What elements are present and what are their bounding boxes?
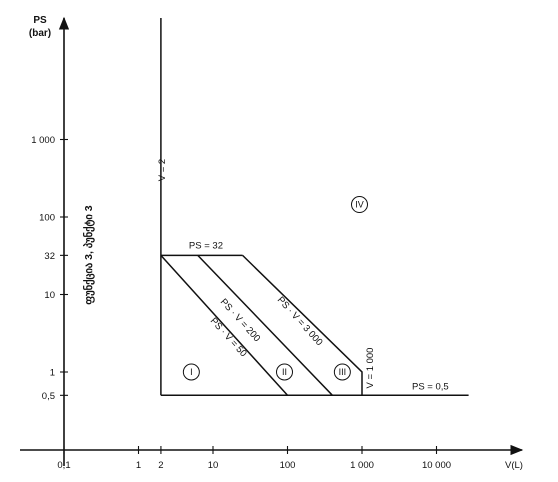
region-i-marker: I xyxy=(182,363,200,381)
x-tick-label: 10 000 xyxy=(422,460,451,471)
region-iv-label: IV xyxy=(355,200,364,210)
x-tick-label: 10 xyxy=(208,460,219,471)
label-ps-32: PS = 32 xyxy=(189,240,223,251)
label-psv-3000: PS · V = 3 000 xyxy=(275,295,325,348)
y-tick-label: 32 xyxy=(44,251,55,262)
y-tick-label: 1 000 xyxy=(31,135,55,146)
y-axis-unit: (bar) xyxy=(29,28,51,39)
y-tick-label: 100 xyxy=(39,213,55,224)
x-tick-label: 2 xyxy=(158,460,163,471)
region-iv-marker: IV xyxy=(351,196,368,214)
label-ps-0-5: PS = 0,5 xyxy=(412,381,449,392)
x-axis-title: V(L) xyxy=(505,460,523,471)
boundary-psv-200 xyxy=(197,254,333,396)
boundaries xyxy=(160,18,469,397)
x-tick-label: 100 xyxy=(280,460,296,471)
label-v-1000: V = 1 000 xyxy=(365,348,376,389)
y-tick-label: 10 xyxy=(44,290,55,301)
y-tick-label: 0,5 xyxy=(42,391,55,402)
x-tick-label: 0,1 xyxy=(57,460,70,471)
x-tick-label: 1 xyxy=(136,460,141,471)
side-annotation: ფუნქცია 3, პუნქტი 3 xyxy=(82,205,95,304)
y-axis-title: PS xyxy=(33,15,47,26)
x-ticks: 0,1 1 2 10 100 1 000 10 000 xyxy=(57,446,451,471)
region-iii-marker: III xyxy=(333,363,351,381)
region-ii-marker: II xyxy=(276,363,293,381)
x-tick-label: 1 000 xyxy=(350,460,374,471)
y-tick-label: 1 xyxy=(50,368,55,379)
boundary-psv-3000 xyxy=(242,254,363,396)
region-i-label: I xyxy=(190,367,193,377)
label-v-2: V = 2 xyxy=(157,159,168,181)
y-ticks: 0,5 1 10 32 100 1 000 xyxy=(31,135,68,402)
region-iii-label: III xyxy=(339,367,347,377)
boundary-psv-50 xyxy=(160,254,289,396)
region-ii-label: II xyxy=(282,367,287,377)
